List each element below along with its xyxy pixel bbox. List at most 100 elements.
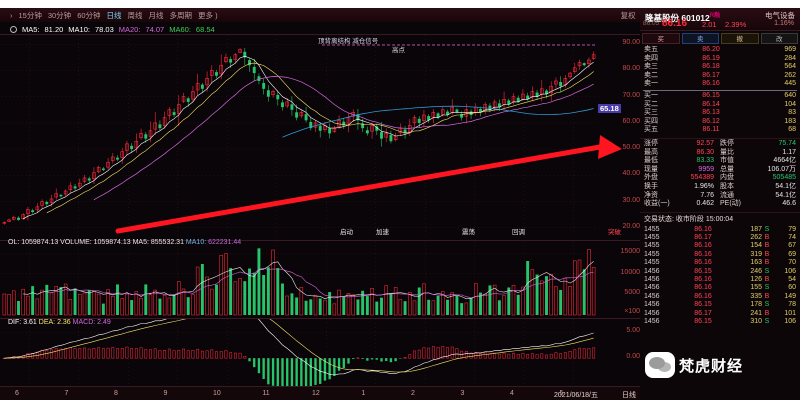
tick-row[interactable]: 1456 86.16 126 B 54 — [640, 276, 800, 284]
order-book-row[interactable]: 卖三 86.18 564 — [640, 63, 800, 72]
stat-key-2: 量比 — [720, 148, 734, 156]
order-book-row[interactable]: 买三 86.13 83 — [640, 109, 800, 118]
tick-row[interactable]: 1455 86.16 163 B 70 — [640, 259, 800, 267]
tick-count: 70 — [788, 259, 796, 267]
period-more[interactable]: 更多 ) — [198, 10, 218, 20]
tick-row[interactable]: 1456 86.17 241 B 101 — [640, 310, 800, 318]
stat-row: 外盘 554389 内盘 505485 — [640, 174, 800, 183]
order-book-row[interactable]: 卖二 86.17 262 — [640, 72, 800, 81]
stat-value-2: 75.74 — [778, 139, 796, 147]
stat-row: 最高 86.30 量比 1.17 — [640, 149, 800, 158]
tick-row[interactable]: 1456 86.16 335 B 149 — [640, 293, 800, 301]
tick-volume: 163 — [750, 259, 762, 267]
stat-row: 收益(一) 0.462 PE(动) 46.6 — [640, 200, 800, 209]
volume-tick: 10000 — [620, 268, 640, 276]
stat-value-2: 54.1亿 — [775, 191, 796, 199]
period-30min[interactable]: 30分钟 — [47, 10, 72, 20]
stage-label-1: 加速 — [376, 229, 389, 236]
period-monthly[interactable]: 月线 — [148, 10, 164, 20]
tick-row[interactable]: 1455 86.16 154 B 67 — [640, 242, 800, 250]
period-15min[interactable]: 15分钟 — [18, 10, 42, 20]
order-book-row[interactable]: 卖五 86.20 969 — [640, 46, 800, 55]
order-book-row[interactable]: 卖四 86.19 284 — [640, 55, 800, 64]
macd-tick: 0.00 — [626, 353, 640, 361]
stat-key-2: 流通 — [720, 191, 734, 199]
stat-row: 现量 9959 总量 106.07万 — [640, 166, 800, 175]
level-volume: 969 — [784, 46, 796, 53]
level-price: 86.20 — [702, 46, 720, 53]
macd-chart[interactable] — [0, 318, 640, 387]
buy-button[interactable]: 买 — [642, 33, 680, 44]
stat-value: 86.30 — [696, 148, 714, 156]
wechat-icon — [645, 352, 675, 378]
stat-value-2: 1.17 — [782, 148, 796, 156]
period-multi[interactable]: 多周期 — [169, 10, 193, 20]
tick-volume: 178 — [750, 301, 762, 309]
tick-row[interactable]: 1455 86.16 187 S 79 — [640, 226, 800, 234]
tick-price: 86.15 — [694, 267, 712, 275]
stat-key: 外盘 — [644, 174, 658, 182]
macd-value: 2.49 — [97, 319, 111, 326]
tick-flag: B — [764, 292, 770, 300]
order-book[interactable]: 卖五 86.20 969 卖四 86.19 284 卖三 86.18 564 卖二 86.17 262… — [640, 46, 800, 135]
settings-dot-icon[interactable] — [10, 25, 17, 33]
volume-chart[interactable] — [0, 240, 640, 317]
tick-flag: S — [764, 317, 770, 325]
sell-button[interactable]: 卖 — [681, 33, 719, 44]
ma60-label: MA60: — [169, 24, 191, 34]
tick-volume: 246 — [750, 267, 762, 275]
candlestick-chart[interactable] — [0, 34, 640, 237]
tick-count: 78 — [788, 301, 796, 309]
tick-flag: S — [764, 267, 770, 275]
cancel-order-button[interactable]: 撤 — [721, 33, 759, 44]
level-volume: 445 — [784, 80, 796, 88]
volume-unit: ×100 — [624, 308, 640, 315]
order-book-row[interactable]: 卖一 86.16 445 — [640, 80, 800, 89]
tick-row[interactable]: 1455 86.16 319 B 69 — [640, 251, 800, 259]
toolbar-arrow-icon[interactable]: › — [10, 10, 13, 20]
action-adjust[interactable]: 复权 — [620, 10, 636, 20]
level-volume: 68 — [788, 126, 796, 134]
stat-value: 83.33 — [696, 157, 714, 165]
last-price: 86.16 — [662, 18, 688, 29]
tick-time: 1455 — [644, 242, 660, 250]
tick-row[interactable]: 1456 86.15 246 S 106 — [640, 268, 800, 276]
date-tick: 4 — [509, 390, 514, 397]
date-tick: 10 — [212, 390, 221, 397]
volume-legend: OL: 1059874.13 VOLUME: 1059874.13 MA5: 8… — [8, 239, 241, 246]
order-book-row[interactable]: 买四 86.12 183 — [640, 118, 800, 127]
tick-row[interactable]: 1456 86.15 310 S 106 — [640, 318, 800, 326]
tick-price: 86.16 — [694, 242, 712, 250]
order-book-row[interactable]: 买一 86.15 640 — [640, 92, 800, 101]
tick-time: 1455 — [644, 259, 660, 267]
tick-row[interactable]: 1456 86.15 178 S 78 — [640, 301, 800, 309]
tick-flag: B — [764, 242, 770, 250]
tick-row[interactable]: 1456 86.16 155 S 60 — [640, 284, 800, 292]
tick-count: 69 — [788, 250, 796, 258]
price-tick: 20.00 — [622, 222, 640, 230]
level-price: 86.12 — [702, 117, 720, 125]
level-label: 买二 — [644, 100, 658, 108]
tick-count: 106 — [784, 317, 796, 325]
stat-value: 92.57 — [696, 139, 714, 147]
level-volume: 104 — [784, 100, 796, 108]
date-tick: 12 — [311, 390, 320, 397]
stat-key-2: 市值 — [720, 157, 734, 165]
tick-price: 86.16 — [694, 292, 712, 300]
period-weekly[interactable]: 周线 — [127, 10, 143, 20]
modify-order-button[interactable]: 改 — [760, 33, 798, 44]
tick-list[interactable]: 1455 86.16 187 S 79 1455 86.17 262 B 74 1455 86.16 1… — [640, 226, 800, 327]
macd-tick: 5.00 — [626, 327, 640, 335]
order-book-row[interactable]: 买五 86.11 68 — [640, 126, 800, 135]
stock-name: 隆基股份 — [645, 12, 680, 23]
period-60min[interactable]: 60分钟 — [77, 10, 101, 20]
period-daily[interactable]: 日线 — [106, 10, 122, 20]
date-tick: 6 — [14, 390, 19, 397]
stat-value: 7.76 — [700, 191, 714, 199]
ma5-value: 81.20 — [44, 24, 64, 34]
level-price: 86.15 — [702, 91, 720, 99]
ma20-label: MA20: — [118, 24, 141, 34]
stat-key: 涨停 — [644, 139, 658, 147]
tick-row[interactable]: 1455 86.17 262 B 74 — [640, 234, 800, 242]
order-book-row[interactable]: 买二 86.14 104 — [640, 101, 800, 110]
